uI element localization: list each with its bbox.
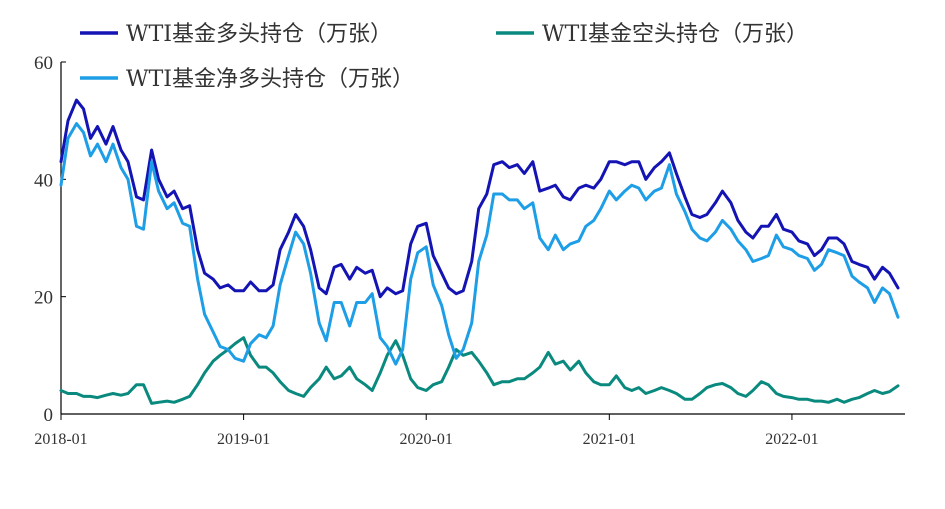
- legend-item-net-long: WTI基金净多头持仓（万张）: [80, 67, 414, 92]
- axes: 0 20 40 60 2018-01 2019-01 2020-01 2021-01 2022-…: [34, 53, 905, 448]
- legend-label: WTI基金净多头持仓（万张）: [126, 67, 414, 92]
- net-long-positions-line: [59, 122, 900, 366]
- x-tick-label: 2018-01: [34, 431, 87, 448]
- legend-item-short: WTI基金空头持仓（万张）: [496, 22, 808, 47]
- x-tick-label: 2021-01: [583, 431, 636, 448]
- x-tick-label: 2019-01: [217, 431, 270, 448]
- y-tick-label: 60: [34, 53, 53, 74]
- series-layer: [59, 98, 900, 405]
- legend-label: WTI基金空头持仓（万张）: [542, 22, 808, 47]
- short-positions-line: [59, 336, 900, 405]
- long-positions-line: [59, 98, 900, 299]
- x-tick-label: 2020-01: [400, 431, 453, 448]
- y-tick-label: 0: [44, 405, 54, 426]
- legend-label: WTI基金多头持仓（万张）: [126, 22, 392, 47]
- legend: WTI基金多头持仓（万张） WTI基金空头持仓（万张） WTI基金净多头持仓（万张）: [80, 22, 808, 92]
- x-tick-label: 2022-01: [765, 431, 818, 448]
- legend-item-long: WTI基金多头持仓（万张）: [80, 22, 392, 47]
- y-tick-label: 40: [34, 170, 53, 191]
- y-tick-label: 20: [34, 288, 53, 309]
